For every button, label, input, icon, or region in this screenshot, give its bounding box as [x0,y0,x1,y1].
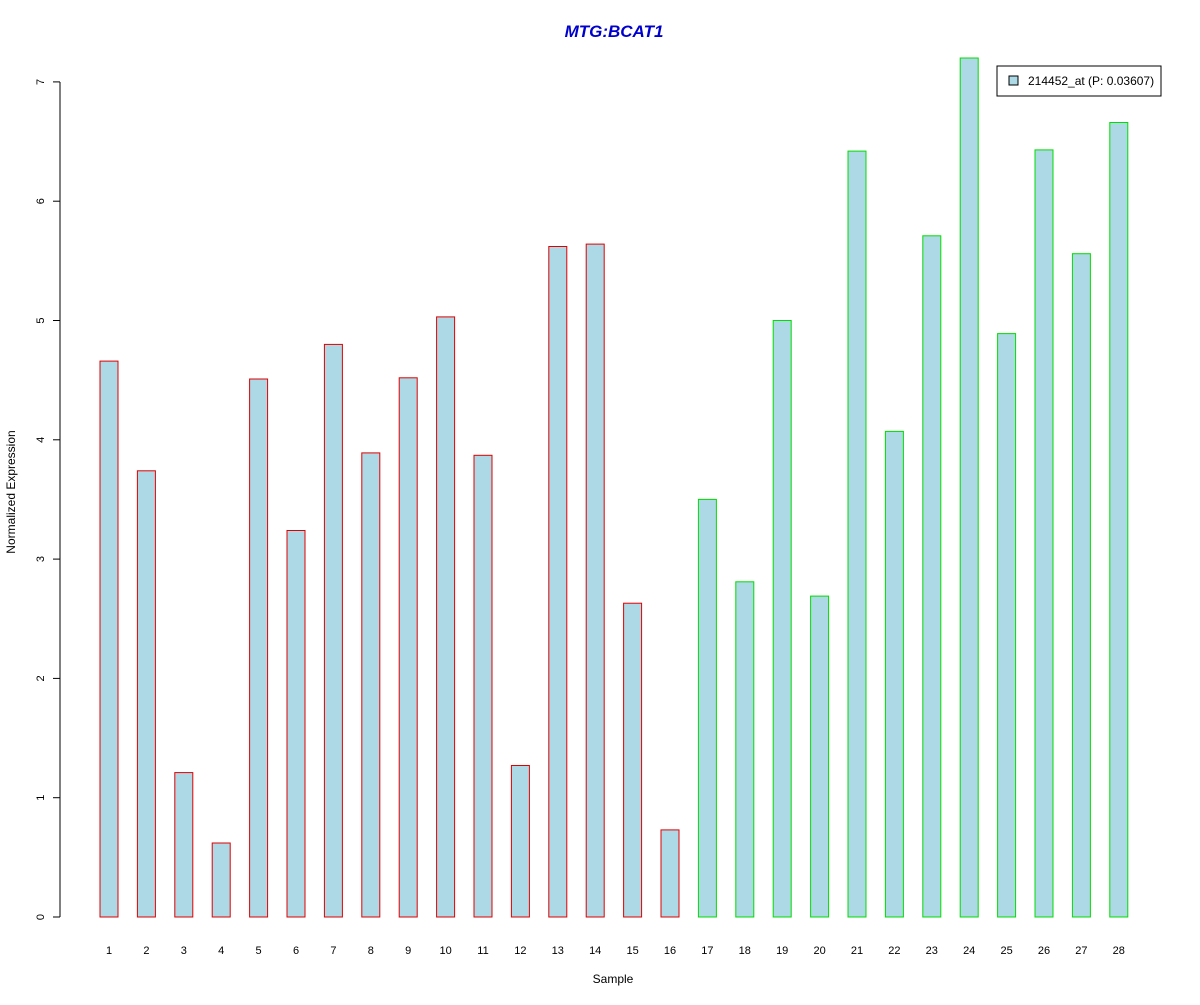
bar-sample-5 [249,378,269,918]
y-tick-label: 4 [35,437,47,443]
bar-sample-25 [997,333,1017,918]
bar-sample-22 [884,430,904,918]
bar-sample-4 [211,842,231,918]
x-tick-label: 25 [1000,945,1012,957]
x-tick-label: 15 [626,945,638,957]
bar-sample-24 [959,57,979,918]
bar-sample-18 [735,581,755,918]
x-tick-label: 26 [1038,945,1050,957]
x-tick-label: 1 [106,945,112,957]
legend: 214452_at (P: 0.03607) [996,65,1162,97]
legend-box [996,65,1162,97]
y-tick-label: 6 [35,198,47,204]
x-tick-label: 27 [1075,945,1087,957]
bars-group [99,57,1129,918]
bar-sample-13 [548,246,568,918]
y-axis: 0 1 2 3 4 5 6 7 [35,79,61,920]
x-tick-label: 21 [851,945,863,957]
x-tick-label: 17 [701,945,713,957]
x-tick-label: 10 [439,945,451,957]
x-tick-label: 8 [368,945,374,957]
legend-swatch [1008,75,1019,86]
bar-sample-1 [99,360,119,918]
bar-sample-9 [398,377,418,918]
bar-sample-16 [660,829,680,918]
x-tick-label: 23 [926,945,938,957]
chart-title: MTG:BCAT1 [565,22,664,41]
x-tick-label: 18 [739,945,751,957]
x-axis-label: Sample [593,972,634,986]
bar-sample-21 [847,150,867,918]
legend-label: 214452_at (P: 0.03607) [1028,74,1154,88]
bar-sample-2 [136,470,156,918]
bar-sample-6 [286,530,306,918]
x-tick-label: 12 [514,945,526,957]
x-tick-label: 4 [218,945,224,957]
bar-sample-8 [361,452,381,918]
x-tick-label: 9 [405,945,411,957]
x-tick-label: 14 [589,945,601,957]
x-tick-labels: 1 2 3 4 5 6 7 8 9 10 11 12 13 14 15 16 17 18 19 20 21 22 23 24 2… [106,945,1125,957]
x-tick-label: 16 [664,945,676,957]
bar-sample-17 [697,498,717,918]
bar-sample-19 [772,320,792,918]
y-tick-label: 5 [35,317,47,323]
x-tick-label: 20 [813,945,825,957]
x-tick-label: 3 [181,945,187,957]
x-tick-label: 2 [143,945,149,957]
x-tick-label: 11 [477,945,488,957]
x-tick-label: 6 [293,945,299,957]
x-tick-label: 22 [888,945,900,957]
bar-sample-14 [585,243,605,918]
bar-sample-11 [473,454,493,918]
bar-sample-26 [1034,149,1054,918]
x-tick-label: 19 [776,945,788,957]
x-tick-label: 13 [552,945,564,957]
x-tick-label: 24 [963,945,975,957]
y-tick-label: 0 [35,914,47,920]
bar-sample-27 [1071,253,1091,918]
bar-sample-7 [323,343,343,918]
x-tick-label: 5 [256,945,262,957]
y-tick-label: 3 [35,556,47,562]
bar-sample-15 [623,602,643,918]
bar-sample-23 [922,235,942,918]
y-tick-label: 2 [35,675,47,681]
bar-sample-3 [174,772,194,918]
y-tick-label: 1 [35,795,47,801]
bar-sample-20 [810,595,830,918]
bar-sample-12 [510,765,530,918]
y-axis-label: Normalized Expression [4,430,18,553]
x-tick-label: 28 [1113,945,1125,957]
x-tick-label: 7 [330,945,336,957]
bar-sample-10 [436,316,456,918]
y-tick-label: 7 [35,79,47,85]
bar-sample-28 [1109,122,1129,918]
